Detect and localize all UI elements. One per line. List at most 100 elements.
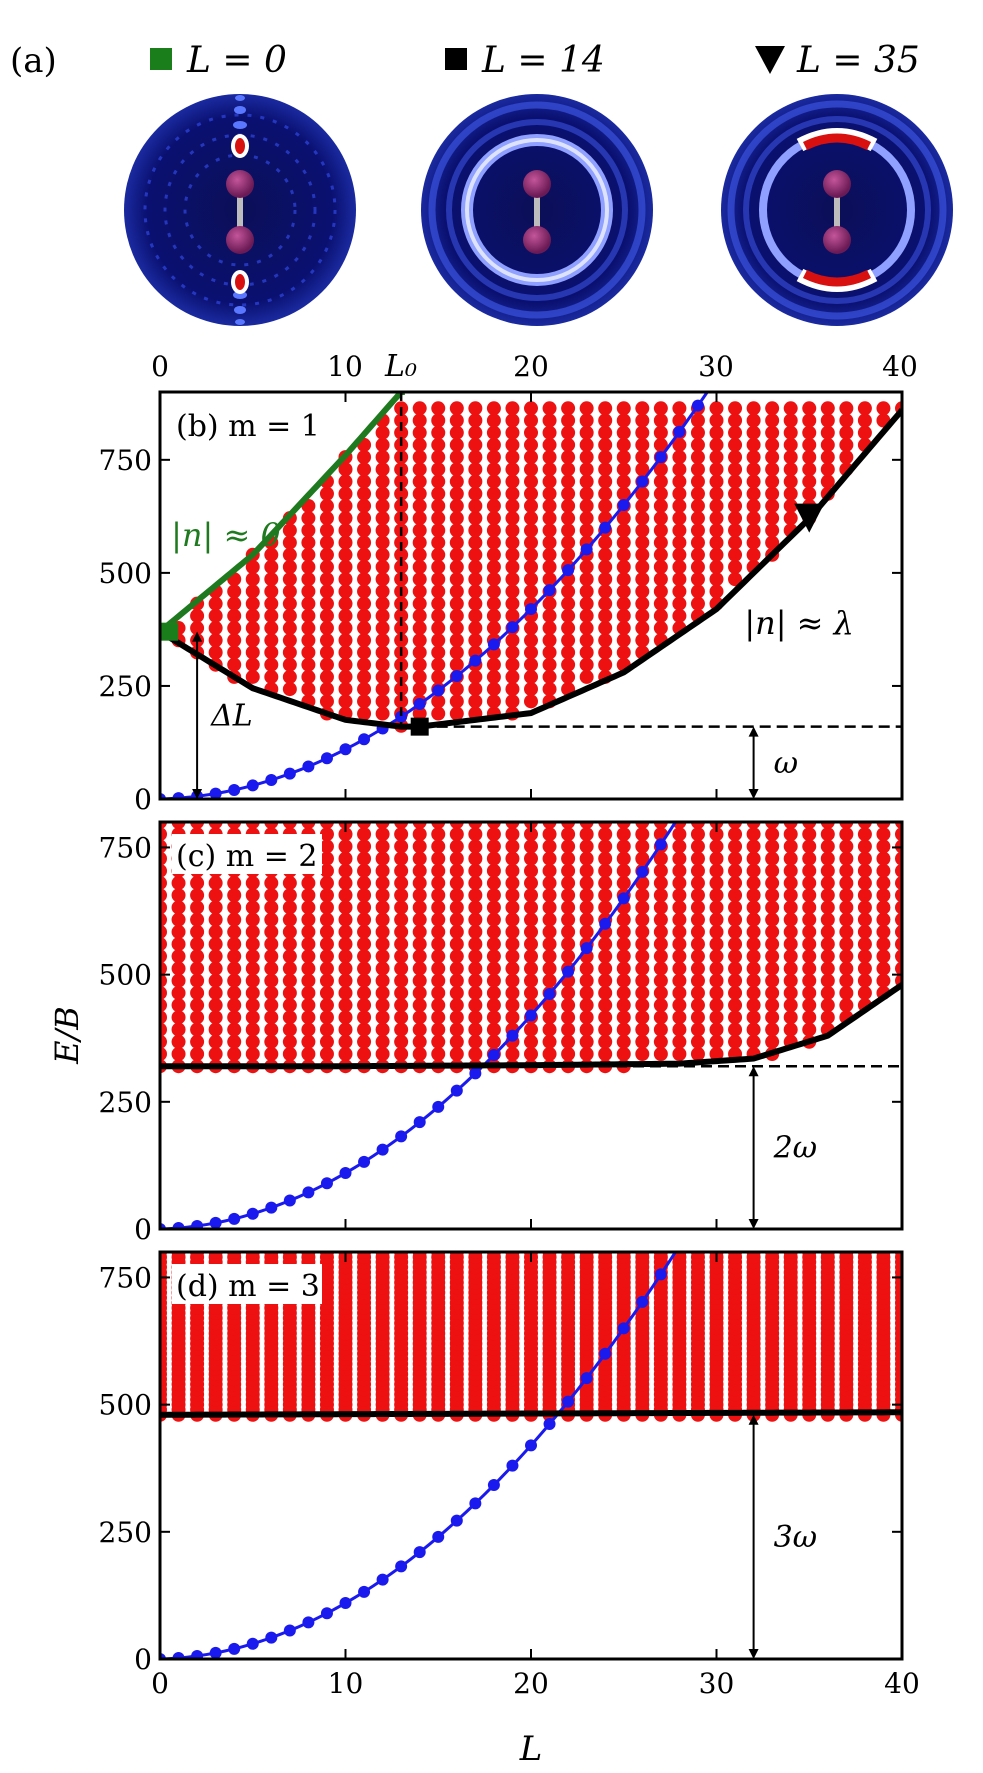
band-dot	[690, 437, 705, 452]
band-dot	[449, 621, 464, 636]
band-dot	[505, 949, 520, 964]
band-dot	[431, 523, 446, 538]
band-dot	[561, 413, 576, 428]
band-dot	[802, 937, 817, 952]
band-dot	[431, 596, 446, 611]
L0-marker	[160, 622, 179, 641]
top-xtick-0: 0	[151, 350, 169, 383]
band-dot	[783, 413, 798, 428]
top-xtick-30: 30	[698, 350, 734, 383]
band-dot	[505, 584, 520, 599]
band-dot	[746, 924, 761, 939]
band-dot	[709, 498, 724, 513]
band-dot	[524, 437, 538, 452]
band-dot	[579, 876, 594, 891]
band-dot	[412, 888, 427, 903]
band-dot	[746, 876, 761, 891]
rotor-point	[506, 621, 519, 634]
band-dot	[635, 535, 650, 550]
band-dot	[746, 462, 761, 477]
band-dot	[264, 621, 279, 636]
band-dot	[412, 572, 427, 587]
band-dot	[245, 621, 260, 636]
band-dot	[802, 474, 817, 489]
band-dot	[505, 608, 520, 623]
band-dot	[690, 1010, 705, 1025]
band-dot	[208, 876, 223, 891]
band-dot	[524, 937, 538, 952]
band-dot	[802, 949, 817, 964]
band-dot	[412, 425, 427, 440]
band-dot	[357, 937, 372, 952]
rotor-point	[395, 710, 408, 723]
band-dot	[357, 694, 372, 709]
band-dot	[319, 985, 334, 1000]
band-dot	[505, 401, 520, 416]
band-dot	[616, 839, 631, 854]
band-dot	[171, 1046, 186, 1061]
band-dot	[394, 937, 409, 952]
band-dot	[653, 547, 668, 562]
band-dots	[171, 401, 902, 733]
band-dot	[505, 888, 520, 903]
band-dot	[505, 876, 520, 891]
band-dot	[468, 523, 483, 538]
band-dot	[208, 822, 223, 829]
band-dot	[468, 572, 483, 587]
band-dot	[728, 486, 743, 501]
rotor-point	[358, 733, 371, 746]
y-tick-label: 250	[99, 1516, 152, 1549]
band-dot	[208, 1252, 223, 1259]
band-dot	[802, 998, 817, 1013]
band-dot	[505, 822, 520, 829]
band-dot	[524, 900, 538, 915]
band-dot	[357, 523, 372, 538]
band-dot	[839, 1252, 854, 1259]
rotor-point	[228, 783, 241, 796]
band-dot	[820, 413, 835, 428]
band-dot	[616, 949, 631, 964]
band-dot	[635, 608, 650, 623]
band-dot	[765, 425, 780, 440]
band-dot	[728, 961, 743, 976]
band-dot	[338, 694, 353, 709]
band-dot	[486, 511, 501, 526]
band-dot	[542, 657, 557, 672]
band-dot	[431, 1022, 446, 1037]
band-dot	[160, 1022, 167, 1037]
band-dot	[765, 822, 780, 829]
band-dot	[264, 961, 279, 976]
band-dot	[319, 1252, 334, 1259]
rotor-point	[172, 1221, 185, 1229]
band-dot	[765, 413, 780, 428]
band-dot	[375, 961, 390, 976]
gap-arrow-label: ΔL	[210, 698, 253, 733]
band-dot	[486, 608, 501, 623]
band-dot	[357, 863, 372, 878]
band-dot	[542, 900, 557, 915]
band-dot	[635, 450, 650, 465]
band-dot	[653, 560, 668, 575]
band-dot	[245, 657, 260, 672]
rotor-point	[432, 1530, 445, 1543]
band-dot	[579, 523, 594, 538]
x-tick-label: 20	[513, 1667, 549, 1700]
band-dot	[839, 863, 854, 878]
band-dot	[245, 608, 260, 623]
band-dot	[338, 1022, 353, 1037]
band-dot	[412, 450, 427, 465]
band-dot	[375, 462, 390, 477]
band-dot	[524, 560, 538, 575]
band-dot	[412, 596, 427, 611]
band-dot	[505, 425, 520, 440]
band-dot	[598, 973, 613, 988]
band-dot	[542, 486, 557, 501]
band-dot	[301, 596, 316, 611]
band-dot	[524, 474, 538, 489]
band-dot	[561, 851, 576, 866]
band-dot	[598, 621, 613, 636]
band-dot	[709, 1022, 724, 1037]
band-dot	[431, 949, 446, 964]
band-dot	[895, 937, 902, 952]
